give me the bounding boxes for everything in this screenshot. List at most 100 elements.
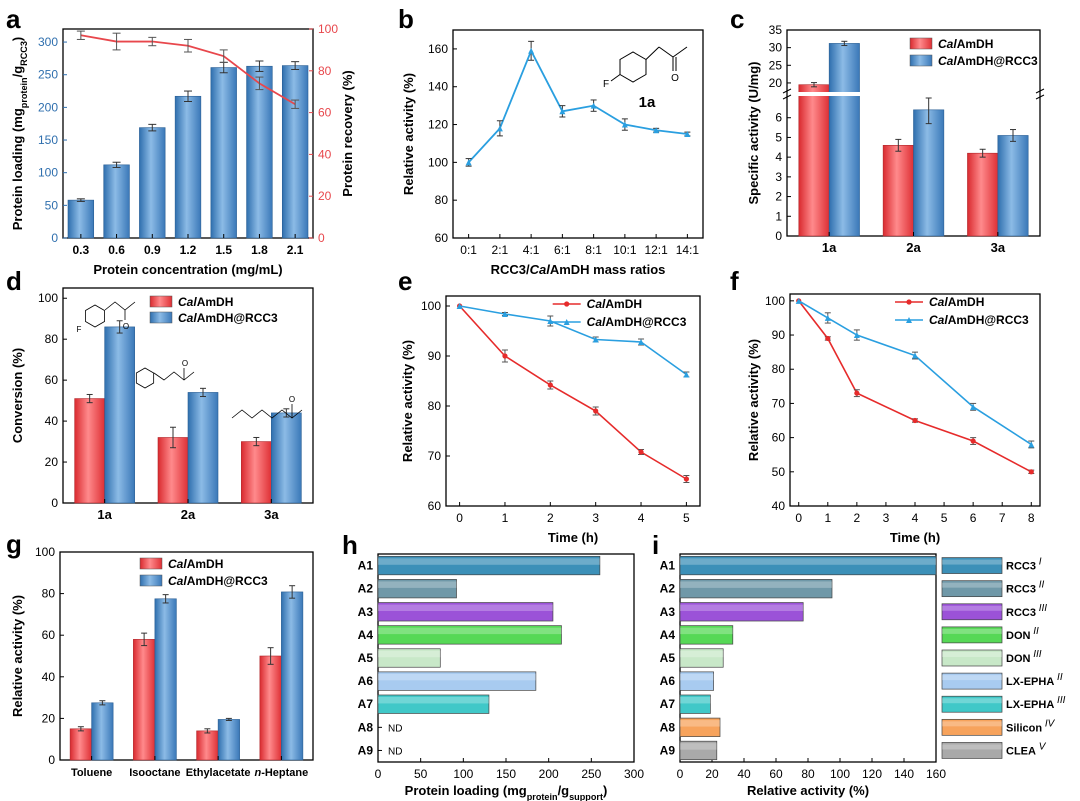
y-tick-label: 80	[318, 64, 332, 78]
data-point	[853, 332, 860, 339]
x-tick-label: 3	[592, 511, 599, 525]
legend-label: CalAmDH@RCC3	[929, 313, 1029, 327]
legend-highlight	[942, 675, 1002, 681]
bar-highlight	[680, 696, 711, 704]
panel-e: 60 70 80 90 100 0 1 2 3 4 5 Time (h) Relative activi…	[400, 295, 701, 545]
label-part: RCC3/	[491, 262, 530, 277]
legend-label-sup: I	[1036, 556, 1042, 567]
x-tick-label: 12:1	[644, 243, 668, 257]
x-tick-label: 6:1	[554, 243, 571, 257]
label-part: 2a	[181, 507, 196, 522]
y-tick-label: 40	[45, 414, 59, 428]
bar-highlight	[680, 673, 714, 681]
legend-label-sup: V	[1036, 741, 1047, 752]
bar	[679, 625, 734, 645]
data-point	[970, 438, 976, 444]
x-tick-label: 3a	[991, 240, 1006, 255]
bar	[377, 671, 537, 691]
bond	[672, 46, 688, 58]
data-point	[824, 314, 831, 321]
x-tick-label: 1.2	[180, 243, 197, 257]
y-tick-label: 50	[772, 465, 786, 479]
x-tick-label: 4	[638, 511, 645, 525]
bar	[882, 145, 914, 237]
y-axis-label: Relative activity (%)	[746, 339, 761, 461]
bar	[271, 412, 302, 504]
x-tick-label: 0.3	[73, 243, 90, 257]
bar	[377, 648, 441, 668]
bar	[679, 555, 937, 576]
atom-label: F	[603, 79, 609, 90]
legend-label: CalAmDH	[587, 297, 642, 311]
y-tick-label: 30	[769, 41, 783, 55]
atom-label: O	[671, 73, 679, 84]
legend-marker	[563, 319, 570, 325]
y-tick-label: 100	[35, 545, 55, 559]
bar	[67, 199, 95, 239]
legend-label-sup: II	[1054, 672, 1063, 683]
chain	[231, 409, 303, 419]
legend-label: LX-EPHA II	[1006, 672, 1063, 689]
molecule-1a-icon: OF	[77, 301, 136, 334]
data-point	[684, 131, 691, 137]
legend-label-text: RCC3	[1006, 607, 1036, 619]
legend-label: CalAmDH@RCC3	[938, 54, 1038, 68]
bar	[679, 694, 711, 714]
ring	[135, 367, 155, 389]
label-part: 1.2	[180, 243, 197, 257]
legend-highlight	[942, 605, 1002, 611]
x-tick-label: 3	[883, 511, 890, 525]
y-tick-label: A5	[358, 651, 374, 665]
bar	[154, 598, 177, 761]
bar	[679, 717, 721, 737]
x-tick-label: 1	[824, 511, 831, 525]
label-part: Cal	[587, 315, 606, 329]
molecule-2a-icon: O	[135, 359, 195, 389]
label-part: AmDH@RCC3	[605, 315, 686, 329]
data-point	[501, 311, 508, 317]
label-part: /g	[10, 66, 25, 78]
chain	[153, 371, 195, 381]
y-axis-label: Relative activity (%)	[401, 73, 416, 195]
legend-label: CalAmDH@RCC3	[168, 574, 268, 588]
data-point	[912, 417, 918, 424]
y-tick-label: 100	[318, 22, 338, 36]
legend-label: Silicon IV	[1006, 718, 1056, 735]
legend-swatch	[941, 649, 1003, 667]
x-axis-label: RCC3/CalAmDH mass ratios	[491, 262, 666, 277]
bar-highlight	[378, 627, 562, 635]
x-tick-label: 1	[502, 511, 509, 525]
data-point	[593, 408, 599, 414]
legend-swatch	[941, 718, 1003, 736]
y-tick-label: 1	[775, 209, 782, 223]
x-axis-label: Relative activity (%)	[747, 783, 869, 798]
y-tick-label: 20	[45, 455, 59, 469]
legend-label: DON II	[1006, 625, 1039, 642]
y-tick-label: A8	[660, 720, 676, 734]
y-tick-label: A3	[358, 605, 374, 619]
y-tick-label: 40	[42, 670, 56, 684]
legend-highlight	[942, 744, 1002, 750]
label-part: )	[603, 783, 607, 798]
bar	[104, 326, 135, 504]
label-part: /g	[558, 783, 570, 798]
legend-swatch	[941, 557, 1003, 574]
bar	[246, 65, 273, 239]
x-tick-label: 160	[926, 767, 946, 781]
panel-h: 0 50 100 150 200 250 300 A1 A2 A3 A4 A5 A6 A7 A8 ND A9 ND…	[358, 553, 644, 801]
legend-highlight	[942, 559, 1002, 565]
label-part: 2.1	[287, 243, 304, 257]
bar	[196, 730, 219, 761]
label-part: Toluene	[71, 767, 112, 779]
x-tick-label: 1a	[97, 507, 112, 522]
label-part: Cal	[929, 313, 948, 327]
y-tick-label: 0	[48, 753, 55, 767]
x-tick-label: 1a	[822, 240, 837, 255]
panel-letter-a: a	[6, 4, 21, 34]
x-axis-label: Time (h)	[890, 530, 940, 545]
bar	[174, 95, 202, 239]
data-point	[1028, 469, 1034, 475]
legend-marker	[906, 317, 912, 323]
data-point	[970, 403, 977, 410]
